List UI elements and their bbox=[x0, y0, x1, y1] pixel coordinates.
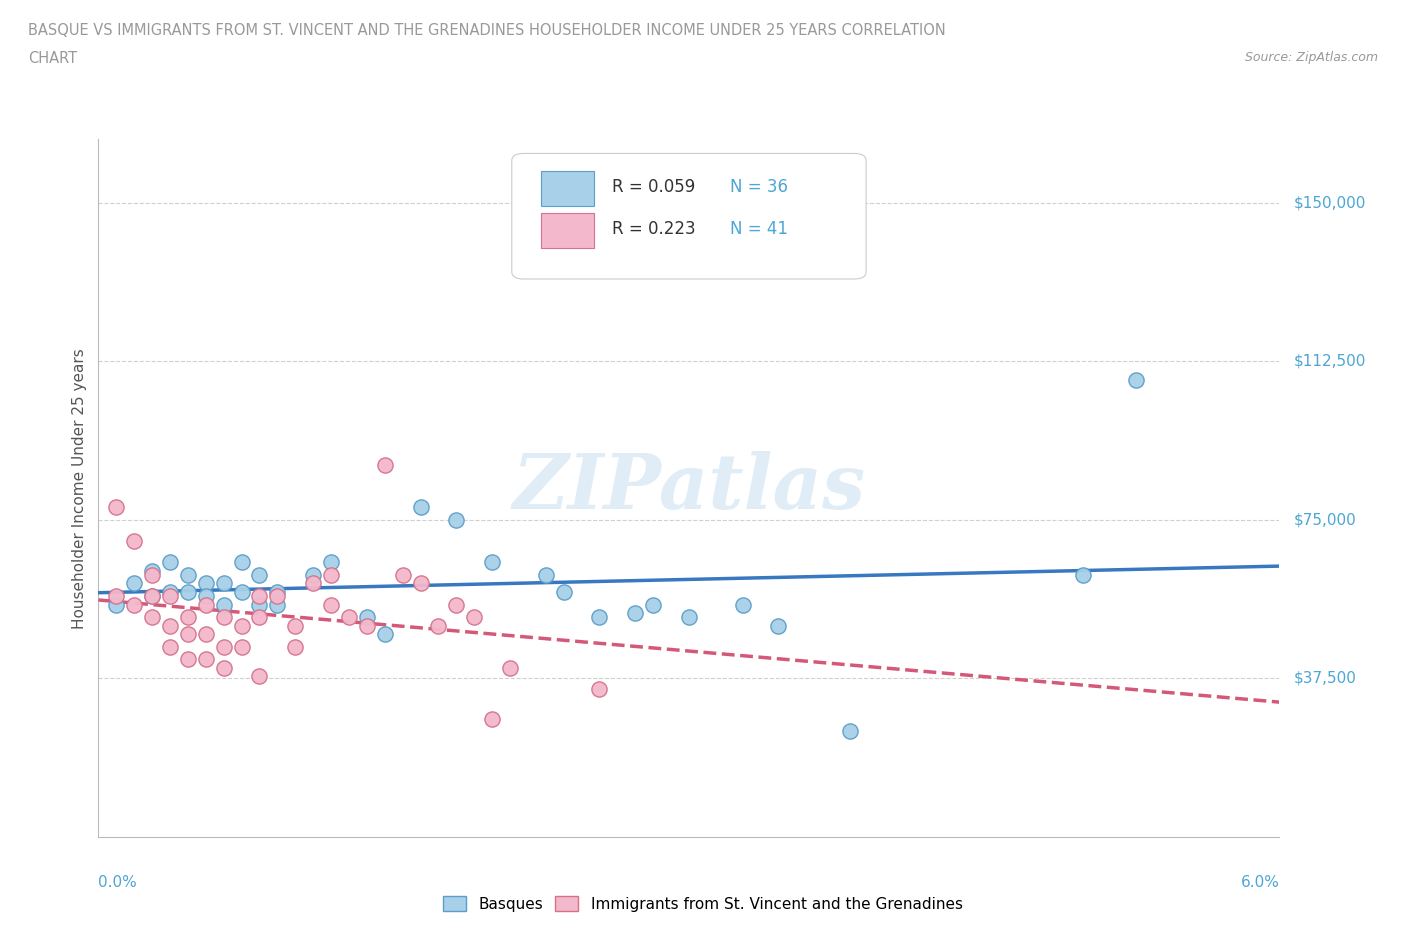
Text: CHART: CHART bbox=[28, 51, 77, 66]
Point bbox=[141, 589, 163, 604]
Point bbox=[588, 610, 610, 625]
Text: R = 0.059: R = 0.059 bbox=[612, 178, 696, 196]
Point bbox=[141, 564, 163, 578]
Point bbox=[284, 639, 307, 654]
Point bbox=[446, 597, 468, 612]
Point bbox=[159, 639, 181, 654]
Point bbox=[1071, 567, 1094, 582]
Text: N = 36: N = 36 bbox=[730, 178, 789, 196]
FancyBboxPatch shape bbox=[512, 153, 866, 279]
Point bbox=[122, 534, 145, 549]
Point bbox=[212, 639, 235, 654]
Point bbox=[409, 499, 432, 514]
Point bbox=[177, 584, 200, 599]
Text: 6.0%: 6.0% bbox=[1240, 875, 1279, 890]
Point bbox=[337, 610, 360, 625]
Text: 0.0%: 0.0% bbox=[98, 875, 138, 890]
Point bbox=[177, 610, 200, 625]
Point bbox=[624, 605, 647, 620]
Point bbox=[231, 584, 253, 599]
Text: N = 41: N = 41 bbox=[730, 219, 789, 238]
FancyBboxPatch shape bbox=[541, 171, 595, 206]
Point bbox=[391, 567, 413, 582]
Point bbox=[356, 610, 378, 625]
Point bbox=[177, 567, 200, 582]
Point bbox=[302, 567, 325, 582]
Point bbox=[249, 589, 271, 604]
Point bbox=[194, 576, 217, 591]
Text: $150,000: $150,000 bbox=[1294, 195, 1365, 210]
Point bbox=[553, 584, 575, 599]
Point bbox=[231, 555, 253, 570]
Point bbox=[356, 618, 378, 633]
Text: BASQUE VS IMMIGRANTS FROM ST. VINCENT AND THE GRENADINES HOUSEHOLDER INCOME UNDE: BASQUE VS IMMIGRANTS FROM ST. VINCENT AN… bbox=[28, 23, 946, 38]
Y-axis label: Householder Income Under 25 years: Householder Income Under 25 years bbox=[72, 348, 87, 629]
Point bbox=[212, 660, 235, 675]
Point bbox=[141, 567, 163, 582]
Point bbox=[643, 597, 665, 612]
Point bbox=[194, 652, 217, 667]
Point bbox=[194, 597, 217, 612]
Point bbox=[249, 610, 271, 625]
Point bbox=[319, 567, 342, 582]
Point bbox=[122, 576, 145, 591]
Point bbox=[159, 584, 181, 599]
Point bbox=[266, 584, 288, 599]
Point bbox=[319, 597, 342, 612]
Point bbox=[177, 652, 200, 667]
Text: $75,000: $75,000 bbox=[1294, 512, 1357, 527]
Point bbox=[212, 576, 235, 591]
Point bbox=[105, 499, 128, 514]
Legend: Basques, Immigrants from St. Vincent and the Grenadines: Basques, Immigrants from St. Vincent and… bbox=[437, 889, 969, 918]
Point bbox=[141, 610, 163, 625]
Point bbox=[319, 555, 342, 570]
Point bbox=[427, 618, 450, 633]
Point bbox=[231, 639, 253, 654]
Point bbox=[105, 597, 128, 612]
Point bbox=[266, 597, 288, 612]
Point bbox=[159, 618, 181, 633]
Point bbox=[105, 589, 128, 604]
Point bbox=[481, 555, 503, 570]
Point bbox=[249, 597, 271, 612]
Point bbox=[534, 567, 557, 582]
Point bbox=[1125, 373, 1147, 388]
Point bbox=[141, 589, 163, 604]
Point bbox=[212, 597, 235, 612]
Point bbox=[266, 589, 288, 604]
Point bbox=[409, 576, 432, 591]
Point bbox=[159, 555, 181, 570]
Text: ZIPatlas: ZIPatlas bbox=[512, 451, 866, 525]
Text: $37,500: $37,500 bbox=[1294, 671, 1357, 686]
Point bbox=[302, 576, 325, 591]
Point bbox=[194, 627, 217, 642]
Point bbox=[446, 512, 468, 527]
Point bbox=[499, 660, 522, 675]
Point bbox=[159, 589, 181, 604]
Point bbox=[463, 610, 485, 625]
Point bbox=[481, 711, 503, 726]
Point bbox=[122, 597, 145, 612]
FancyBboxPatch shape bbox=[541, 213, 595, 247]
Point bbox=[731, 597, 754, 612]
Point bbox=[249, 669, 271, 684]
Point bbox=[177, 627, 200, 642]
Point bbox=[212, 610, 235, 625]
Point bbox=[284, 618, 307, 633]
Point bbox=[768, 618, 790, 633]
Point bbox=[374, 458, 396, 472]
Point bbox=[588, 682, 610, 697]
Text: Source: ZipAtlas.com: Source: ZipAtlas.com bbox=[1244, 51, 1378, 64]
Point bbox=[249, 567, 271, 582]
Point bbox=[678, 610, 700, 625]
Point bbox=[839, 724, 862, 738]
Text: $112,500: $112,500 bbox=[1294, 354, 1365, 369]
Point bbox=[194, 589, 217, 604]
Point bbox=[374, 627, 396, 642]
Text: R = 0.223: R = 0.223 bbox=[612, 219, 696, 238]
Point bbox=[231, 618, 253, 633]
